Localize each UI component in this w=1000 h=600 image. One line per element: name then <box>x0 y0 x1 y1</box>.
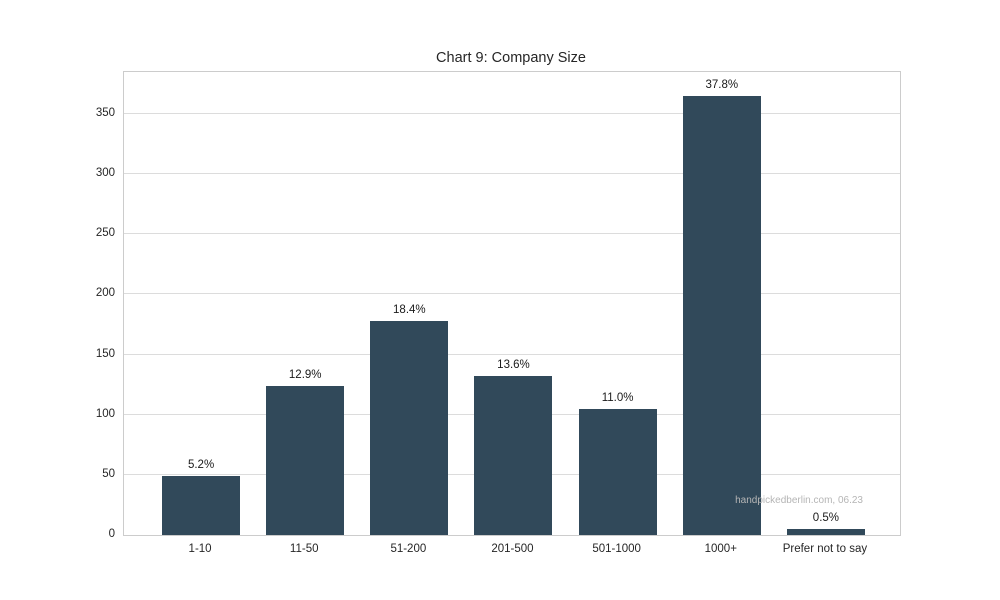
bar-value-label: 5.2% <box>187 459 215 472</box>
x-tick-label: 201-500 <box>491 543 534 555</box>
bar-cell: 37.8% <box>670 72 774 535</box>
bar <box>266 385 345 535</box>
y-tick-label: 300 <box>95 167 115 180</box>
x-tick-label: 51-200 <box>390 543 427 555</box>
y-tick-label: 50 <box>102 467 115 480</box>
bar <box>682 96 761 535</box>
x-tick-label: 1-10 <box>188 543 212 555</box>
y-axis: 0 50 100 150 200 250 300 350 <box>0 71 115 540</box>
bar-value-label: 13.6% <box>497 359 530 372</box>
plot-area: 5.2% 12.9% 18.4% 13.6% 11.0% 37.8% 0.5% handpi… <box>123 71 901 536</box>
y-tick-label: 350 <box>95 107 115 120</box>
y-tick-label: 200 <box>95 287 115 300</box>
bars-row: 5.2% 12.9% 18.4% 13.6% 11.0% 37.8% 0.5% <box>149 72 878 535</box>
y-tick-label: 0 <box>108 528 115 540</box>
bar-value-label: 37.8% <box>705 79 739 92</box>
chart-title: Chart 9: Company Size <box>436 50 586 66</box>
y-tick-label: 250 <box>95 227 115 240</box>
bar-value-label: 11.0% <box>601 391 634 404</box>
watermark: handpickedberlin.com, 06.23 <box>735 495 863 506</box>
gridline <box>124 293 900 295</box>
bar <box>578 408 657 535</box>
bar <box>786 529 865 535</box>
bar-cell: 13.6% <box>461 72 565 535</box>
x-tick-label: Prefer not to say <box>782 543 868 555</box>
bar <box>162 476 241 535</box>
bar-cell: 12.9% <box>253 72 357 535</box>
bar-value-label: 0.5% <box>812 512 840 524</box>
bar-value-label: 12.9% <box>288 368 322 381</box>
y-tick-label: 100 <box>95 407 115 420</box>
gridline <box>124 233 900 235</box>
x-tick-label: 1000+ <box>704 543 737 555</box>
x-tick-label: 11-50 <box>289 543 319 555</box>
bar-cell: 18.4% <box>357 72 461 535</box>
bar-cell: 11.0% <box>566 72 670 535</box>
bar <box>474 376 553 535</box>
y-tick-label: 150 <box>95 347 115 360</box>
gridline <box>124 113 900 115</box>
bar-cell: 5.2% <box>149 72 253 535</box>
gridline <box>124 353 900 355</box>
bar <box>370 320 449 535</box>
x-tick-label: 501-1000 <box>592 543 641 555</box>
bar-value-label: 18.4% <box>393 303 426 316</box>
x-axis: 1-10 11-50 51-200 201-500 501-1000 1000+ Prefe… <box>123 541 899 561</box>
gridline <box>124 173 900 175</box>
bar-cell: 0.5% <box>774 72 878 535</box>
